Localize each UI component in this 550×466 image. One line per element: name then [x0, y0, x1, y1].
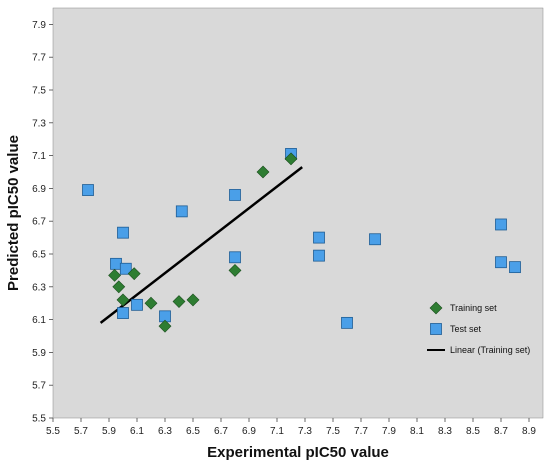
x-tick-label: 6.3 — [158, 426, 172, 437]
legend-test-marker — [430, 323, 442, 335]
y-tick-label: 6.1 — [32, 315, 46, 326]
test-set-point — [495, 256, 507, 269]
legend: Training set Test set Linear (Training set… — [427, 301, 530, 355]
y-tick-label: 6.5 — [32, 250, 46, 261]
training-set-point — [284, 152, 298, 166]
y-tick-label: 7.7 — [32, 53, 46, 64]
test-set-point — [229, 251, 241, 264]
x-tick-label: 6.1 — [130, 426, 144, 437]
x-tick-label: 5.9 — [102, 426, 116, 437]
test-set-point — [117, 307, 129, 319]
y-tick-label: 7.5 — [32, 86, 46, 97]
x-tick-label: 7.3 — [298, 426, 312, 437]
training-set-point — [127, 267, 141, 281]
y-tick-label: 5.7 — [32, 381, 46, 392]
test-set-point — [341, 316, 353, 329]
x-tick-label: 6.7 — [214, 426, 228, 437]
x-tick-label: 7.5 — [326, 426, 340, 437]
test-set-point — [495, 218, 507, 231]
legend-label: Training set — [450, 303, 497, 313]
y-tick-label: 7.9 — [32, 20, 46, 31]
y-tick-label: 7.1 — [32, 151, 46, 162]
x-tick-label: 8.7 — [494, 426, 508, 437]
regression-line — [99, 166, 303, 324]
x-tick-label: 6.5 — [186, 426, 200, 437]
test-set-point — [82, 184, 94, 196]
test-set-point — [313, 231, 325, 244]
x-axis-ticks: 5.5 5.7 5.9 6.1 6.3 6.5 6.7 6.9 7.1 7.3 7.5 7.7 7.9 8… — [46, 418, 536, 437]
test-set-point — [119, 262, 132, 275]
data-marks — [82, 148, 521, 333]
x-tick-label: 8.9 — [522, 426, 536, 437]
training-set-point — [108, 268, 122, 282]
x-tick-label: 6.9 — [242, 426, 256, 437]
x-tick-label: 5.7 — [74, 426, 88, 437]
x-tick-label: 8.3 — [438, 426, 452, 437]
x-tick-label: 7.7 — [354, 426, 368, 437]
test-set-point — [229, 189, 241, 201]
legend-label: Test set — [450, 324, 482, 334]
legend-training-marker — [429, 301, 443, 315]
y-axis-ticks: 5.5 5.7 5.9 6.1 6.3 6.5 6.7 6.9 7.1 7.3 7.5 7.7 7.9 — [32, 20, 53, 425]
training-set-point — [228, 263, 242, 277]
x-axis-title: Experimental pIC50 value — [207, 444, 389, 461]
test-set-point — [131, 298, 143, 311]
training-set-point — [256, 165, 270, 179]
test-set-point — [110, 257, 122, 270]
y-tick-label: 6.7 — [32, 217, 46, 228]
y-tick-label: 7.3 — [32, 118, 46, 129]
test-set-point — [313, 249, 325, 262]
y-tick-label: 6.3 — [32, 282, 46, 293]
plot-area — [52, 7, 544, 419]
x-tick-label: 7.9 — [382, 426, 396, 437]
training-set-point — [172, 295, 186, 308]
x-tick-label: 8.5 — [466, 426, 480, 437]
test-set-point — [117, 226, 129, 239]
x-tick-label: 7.1 — [270, 426, 284, 437]
training-set-point — [116, 293, 130, 307]
test-set-point — [369, 233, 381, 246]
y-axis-title: Predicted pIC50 value — [5, 135, 22, 291]
y-tick-label: 6.9 — [32, 184, 46, 195]
y-tick-label: 5.5 — [32, 414, 46, 425]
legend-label: Linear (Training set) — [450, 345, 530, 355]
test-set-point — [175, 205, 188, 218]
x-tick-label: 8.1 — [410, 426, 424, 437]
training-set-point — [186, 293, 200, 307]
y-tick-label: 5.9 — [32, 348, 46, 359]
test-set-point — [509, 261, 521, 274]
training-set-point — [158, 319, 172, 333]
training-set-point — [112, 280, 126, 294]
x-tick-label: 5.5 — [46, 426, 60, 437]
training-set-point — [144, 296, 158, 310]
